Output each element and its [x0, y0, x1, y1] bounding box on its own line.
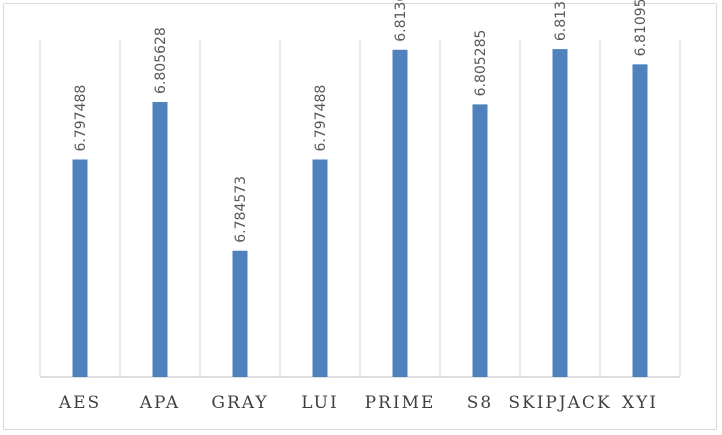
gridlines [39, 40, 681, 377]
category-label-apa: APA [139, 393, 180, 413]
bar-s8 [472, 104, 488, 378]
category-label-skipjack: SKIPJACK [508, 393, 611, 413]
bar-aes [72, 159, 88, 377]
category-label-lui: LUI [301, 393, 338, 413]
data-label-lui: 6.797488 [313, 85, 329, 152]
data-label-s8: 6.805285 [473, 30, 489, 97]
bar-gray [232, 250, 248, 377]
category-label-aes: AES [58, 393, 101, 413]
bar-apa [152, 101, 168, 377]
bars [72, 49, 648, 378]
data-labels: 6.797488 6.805628 6.784573 6.797488 6.813019… [73, 0, 649, 243]
category-labels: AES APA GRAY LUI PRIME S8 SKIPJACK XYI [58, 393, 658, 413]
data-label-aes: 6.797488 [73, 85, 89, 152]
category-label-gray: GRAY [211, 393, 268, 413]
data-label-gray: 6.784573 [233, 176, 249, 243]
bar-lui [312, 159, 328, 377]
category-label-prime: PRIME [365, 393, 436, 413]
data-label-skipjack: 6.813112 [553, 0, 569, 41]
bar-skipjack [552, 49, 568, 378]
data-label-xyi: 6.810955 [633, 0, 649, 56]
data-label-apa: 6.805628 [153, 27, 169, 94]
category-label-xyi: XYI [622, 393, 658, 413]
bar-prime [392, 49, 408, 378]
category-label-s8: S8 [467, 393, 493, 413]
bar-xyi [632, 64, 648, 377]
data-label-prime: 6.813019 [393, 0, 409, 42]
